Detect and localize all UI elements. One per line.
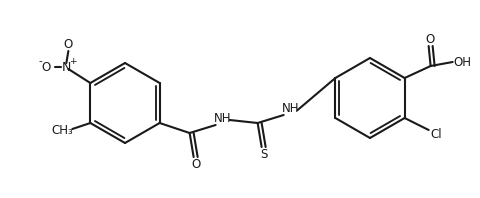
Text: -: - (38, 56, 42, 66)
Text: N: N (61, 61, 71, 73)
Text: NH: NH (282, 102, 300, 114)
Text: Cl: Cl (431, 128, 443, 141)
Text: OH: OH (454, 55, 472, 69)
Text: NH: NH (214, 111, 231, 125)
Text: O: O (191, 157, 200, 170)
Text: O: O (42, 61, 51, 73)
Text: CH₃: CH₃ (51, 125, 73, 137)
Text: O: O (64, 37, 73, 50)
Text: +: + (69, 56, 76, 66)
Text: O: O (425, 32, 434, 46)
Text: S: S (260, 148, 267, 161)
